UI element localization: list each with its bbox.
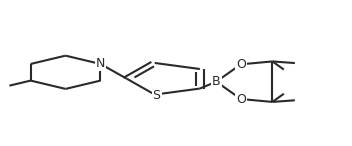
Text: S: S (152, 89, 161, 102)
Text: B: B (212, 75, 221, 88)
Text: O: O (236, 93, 246, 106)
Text: O: O (236, 58, 246, 71)
Text: N: N (96, 58, 105, 71)
